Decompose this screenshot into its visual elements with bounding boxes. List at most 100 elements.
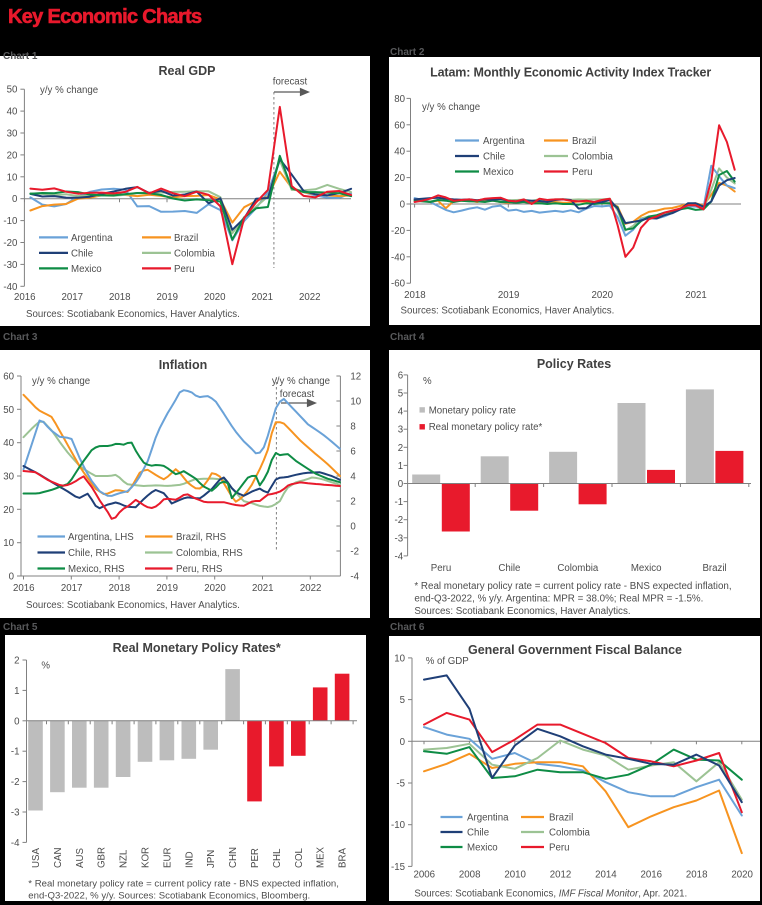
svg-text:Colombia: Colombia xyxy=(572,152,614,163)
svg-text:2021: 2021 xyxy=(252,583,274,594)
svg-text:2016: 2016 xyxy=(13,583,35,594)
svg-text:5: 5 xyxy=(398,389,403,400)
svg-text:80: 80 xyxy=(394,94,405,105)
svg-text:EUR: EUR xyxy=(162,848,173,868)
svg-text:Peru: Peru xyxy=(572,167,592,178)
svg-text:40: 40 xyxy=(3,438,14,449)
svg-text:2020: 2020 xyxy=(592,290,614,301)
svg-text:y/y % change: y/y % change xyxy=(32,376,90,387)
svg-text:2019: 2019 xyxy=(156,583,178,594)
svg-text:40: 40 xyxy=(7,107,18,118)
svg-text:2: 2 xyxy=(398,443,403,454)
svg-text:Inflation: Inflation xyxy=(159,358,208,372)
svg-text:BRA: BRA xyxy=(338,848,349,868)
svg-text:Argentina, LHS: Argentina, LHS xyxy=(68,532,134,543)
svg-text:2016: 2016 xyxy=(641,870,663,881)
svg-text:Sources: Scotiabank Economics,: Sources: Scotiabank Economics, Haver Ana… xyxy=(26,600,240,611)
svg-text:Colombia, RHS: Colombia, RHS xyxy=(176,548,243,559)
svg-text:2020: 2020 xyxy=(204,292,226,303)
svg-text:AUS: AUS xyxy=(75,848,86,868)
svg-text:2022: 2022 xyxy=(299,292,321,303)
svg-text:0: 0 xyxy=(350,522,356,533)
svg-text:y/y % change: y/y % change xyxy=(272,376,330,387)
svg-text:-1: -1 xyxy=(394,497,403,508)
svg-text:2012: 2012 xyxy=(550,870,572,881)
svg-text:y/y % change: y/y % change xyxy=(40,85,98,96)
svg-text:0: 0 xyxy=(400,737,406,748)
svg-text:2018: 2018 xyxy=(109,583,131,594)
svg-text:10: 10 xyxy=(3,538,14,549)
svg-text:12: 12 xyxy=(350,372,361,383)
svg-text:-4: -4 xyxy=(394,551,403,562)
svg-text:Mexico: Mexico xyxy=(467,843,498,854)
svg-text:forecast: forecast xyxy=(280,389,315,400)
svg-text:-40: -40 xyxy=(391,252,406,263)
svg-text:2017: 2017 xyxy=(62,292,84,303)
svg-text:2021: 2021 xyxy=(252,292,274,303)
svg-text:2006: 2006 xyxy=(414,870,436,881)
svg-text:30: 30 xyxy=(7,129,18,140)
svg-text:2018: 2018 xyxy=(109,292,131,303)
svg-text:0: 0 xyxy=(9,572,15,583)
svg-text:Brazil: Brazil xyxy=(174,233,198,244)
svg-text:2010: 2010 xyxy=(504,870,526,881)
svg-text:-20: -20 xyxy=(391,226,406,237)
svg-text:-3: -3 xyxy=(11,808,20,819)
svg-text:-30: -30 xyxy=(3,260,18,271)
svg-text:-3: -3 xyxy=(394,533,403,544)
svg-text:2019: 2019 xyxy=(498,290,520,301)
svg-text:10: 10 xyxy=(350,397,361,408)
svg-text:-4: -4 xyxy=(11,838,20,849)
svg-text:8: 8 xyxy=(350,422,355,433)
svg-text:60: 60 xyxy=(3,372,14,383)
svg-text:2: 2 xyxy=(14,656,19,667)
svg-text:2: 2 xyxy=(350,497,355,508)
svg-text:COL: COL xyxy=(294,847,305,868)
svg-text:2014: 2014 xyxy=(595,870,617,881)
svg-text:2016: 2016 xyxy=(14,292,36,303)
svg-text:20: 20 xyxy=(7,150,18,161)
svg-text:Peru: Peru xyxy=(174,264,194,275)
svg-text:Colombia: Colombia xyxy=(549,828,591,839)
svg-text:forecast: forecast xyxy=(273,77,308,88)
svg-text:GBR: GBR xyxy=(97,847,108,868)
svg-text:Mexico, RHS: Mexico, RHS xyxy=(68,564,125,575)
svg-text:Mexico: Mexico xyxy=(631,563,662,574)
svg-text:50: 50 xyxy=(3,405,14,416)
svg-text:Real GDP: Real GDP xyxy=(159,64,216,78)
svg-text:JPN: JPN xyxy=(206,850,217,868)
svg-text:end-Q3-2022, % y/y. Sources: S: end-Q3-2022, % y/y. Sources: Scotiabank … xyxy=(28,891,310,902)
svg-text:-10: -10 xyxy=(3,216,18,227)
svg-text:Argentina: Argentina xyxy=(483,136,525,147)
svg-text:Chile: Chile xyxy=(71,248,93,259)
svg-text:6: 6 xyxy=(398,370,403,381)
svg-text:30: 30 xyxy=(3,472,14,483)
svg-text:-2: -2 xyxy=(394,515,403,526)
svg-text:Sources: Scotiabank Economics,: Sources: Scotiabank Economics, Haver Ana… xyxy=(401,306,615,317)
svg-text:IND: IND xyxy=(184,851,195,868)
svg-text:2019: 2019 xyxy=(157,292,179,303)
svg-text:Peru: Peru xyxy=(431,563,451,574)
svg-text:Brazil: Brazil xyxy=(549,813,573,824)
svg-text:General Government Fiscal Bala: General Government Fiscal Balance xyxy=(468,643,682,657)
svg-text:2022: 2022 xyxy=(300,583,322,594)
svg-text:4: 4 xyxy=(398,407,404,418)
svg-text:Chile: Chile xyxy=(498,563,520,574)
svg-text:Peru, RHS: Peru, RHS xyxy=(176,564,223,575)
svg-text:-4: -4 xyxy=(350,572,359,583)
svg-text:Chile, RHS: Chile, RHS xyxy=(68,548,116,559)
svg-text:USA: USA xyxy=(31,848,42,868)
svg-text:Real monetary policy rate*: Real monetary policy rate* xyxy=(429,422,543,433)
svg-text:CHN: CHN xyxy=(228,847,239,868)
svg-text:4: 4 xyxy=(350,472,356,483)
svg-text:Mexico: Mexico xyxy=(483,167,514,178)
svg-text:Real Monetary Policy Rates*: Real Monetary Policy Rates* xyxy=(113,641,281,655)
svg-text:* Real monetary policy rate =: * Real monetary policy rate = current po… xyxy=(414,581,731,592)
svg-text:0: 0 xyxy=(400,200,406,211)
svg-text:-2: -2 xyxy=(11,777,20,788)
svg-text:Sources: Scotiabank Economics,: Sources: Scotiabank Economics, IMF Fisca… xyxy=(414,889,687,900)
svg-text:MEX: MEX xyxy=(316,846,327,868)
svg-text:PER: PER xyxy=(250,848,261,868)
svg-text:%: % xyxy=(41,661,50,672)
svg-text:50: 50 xyxy=(7,85,18,96)
